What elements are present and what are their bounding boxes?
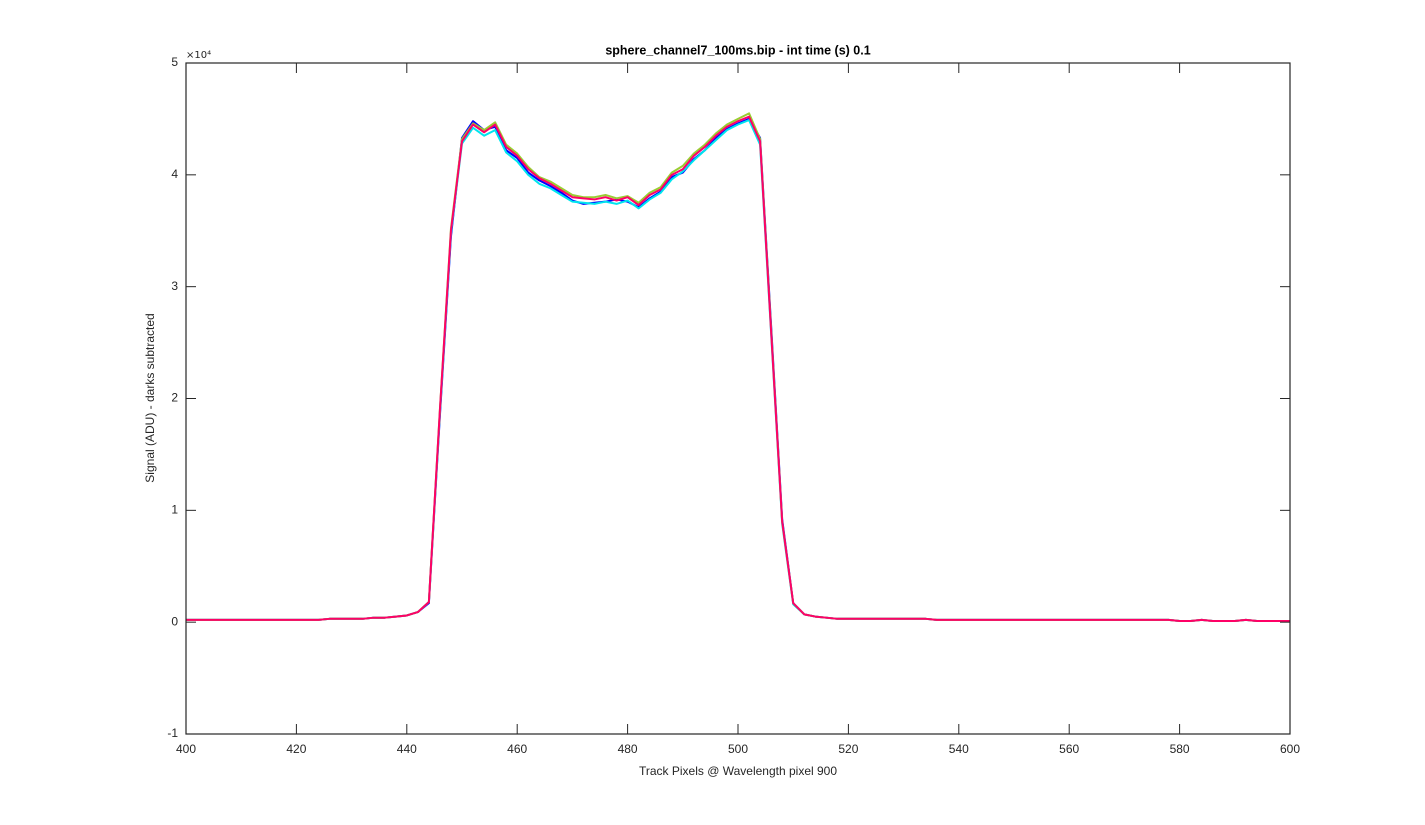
y-tick-label: 2 [171,391,178,405]
x-tick-label: 420 [286,742,306,756]
y-tick-label: -1 [167,726,178,740]
y-tick-label: 0 [171,614,178,628]
chart-title: sphere_channel7_100ms.bip - int time (s)… [605,43,870,57]
x-axis-label: Track Pixels @ Wavelength pixel 900 [639,764,837,778]
x-tick-label: 560 [1059,742,1079,756]
x-tick-label: 400 [176,742,196,756]
x-tick-label: 580 [1170,742,1190,756]
x-tick-label: 480 [618,742,638,756]
x-tick-label: 460 [507,742,527,756]
y-multiplier: ×10⁴ [186,50,211,61]
x-tick-label: 440 [397,742,417,756]
y-tick-label: 1 [171,503,178,517]
y-tick-label: 3 [171,279,178,293]
x-tick-label: 540 [949,742,969,756]
x-tick-label: 600 [1280,742,1300,756]
y-tick-label: 4 [171,167,178,181]
y-axis-label: Signal (ADU) - darks subtracted [143,313,157,482]
y-tick-label: 5 [171,55,178,69]
x-tick-label: 520 [838,742,858,756]
plot-area [186,112,1290,623]
data-line [186,115,1290,623]
x-tick-label: 500 [728,742,748,756]
